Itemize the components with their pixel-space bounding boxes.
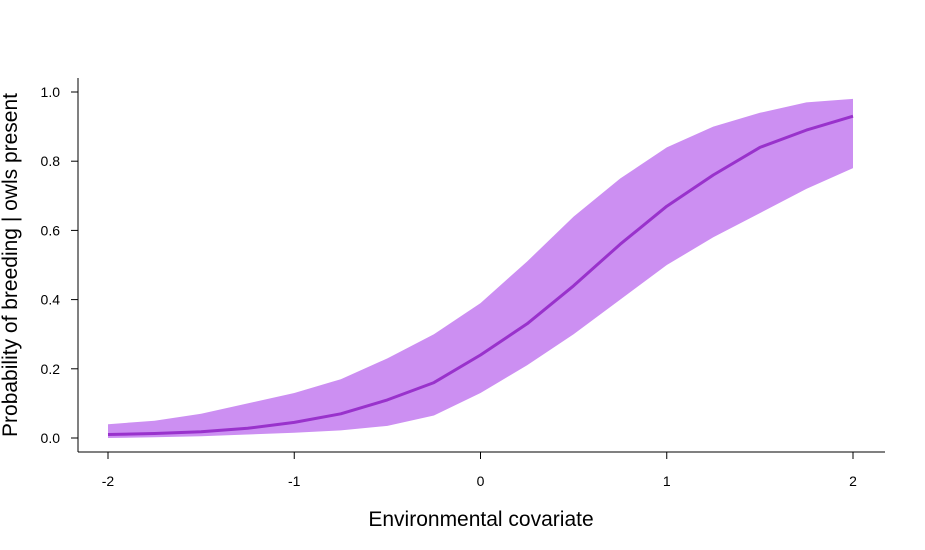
x-axis-title: Environmental covariate	[368, 508, 593, 531]
x-tick-label: -1	[288, 473, 301, 489]
confidence-band-layer	[108, 98, 853, 439]
x-tick-label: 2	[849, 473, 857, 489]
y-tick-label: 0.6	[41, 222, 61, 238]
y-axis-title: Probability of breeding | owls present	[0, 93, 22, 437]
x-tick-label: -2	[102, 473, 115, 489]
x-tick-label: 0	[477, 473, 485, 489]
y-tick-label: 0.0	[41, 430, 61, 446]
y-tick-label: 1.0	[41, 84, 61, 100]
y-tick-label: 0.4	[41, 292, 61, 308]
axes: -2 -1 0 1 2 0.0 0.2 0.4 0.6 0.8 1.0	[41, 78, 885, 489]
confidence-band	[108, 98, 853, 439]
y-tick-label: 0.8	[41, 153, 61, 169]
fit-line	[107, 114, 854, 436]
y-tick-label: 0.2	[41, 361, 61, 377]
x-tick-label: 1	[663, 473, 671, 489]
fit-line-layer	[107, 114, 854, 436]
